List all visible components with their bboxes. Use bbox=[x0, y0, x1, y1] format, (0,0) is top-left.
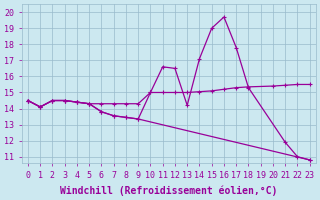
X-axis label: Windchill (Refroidissement éolien,°C): Windchill (Refroidissement éolien,°C) bbox=[60, 185, 277, 196]
